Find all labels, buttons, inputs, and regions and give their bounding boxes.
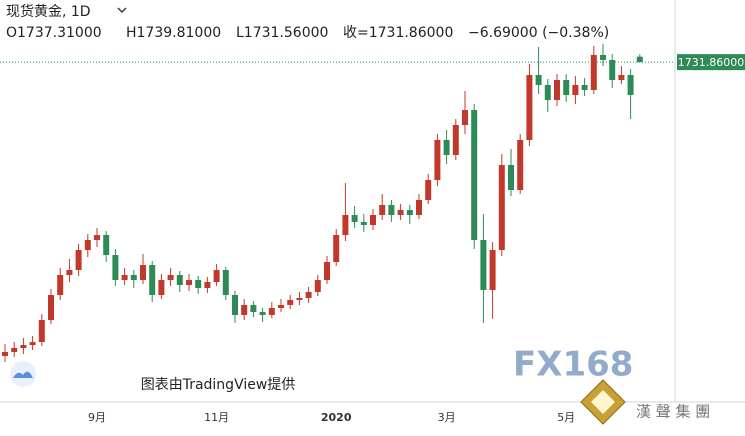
candle-body <box>259 312 266 315</box>
candle-body <box>517 140 524 190</box>
candle-body <box>554 80 560 100</box>
candle-body <box>379 205 386 215</box>
candle-body <box>250 305 257 312</box>
candle-body <box>287 300 294 305</box>
interval-dropdown[interactable] <box>117 7 127 13</box>
last-price-label: 1731.86000 <box>678 56 744 69</box>
candle-body <box>443 140 450 155</box>
candle-body <box>75 250 82 270</box>
candle-body <box>508 165 514 190</box>
tv-logo[interactable] <box>10 361 36 387</box>
candle-body <box>535 75 542 85</box>
logo-text: 漢 聲 集 團 <box>636 403 710 421</box>
candle-body <box>636 56 643 63</box>
candle-body <box>241 305 248 315</box>
candle-body <box>498 165 505 250</box>
candle-body <box>186 280 192 285</box>
candle-body <box>167 275 174 280</box>
candle-body <box>351 215 358 222</box>
x-tick-label: 9月 <box>88 411 106 424</box>
candle-body <box>388 205 395 215</box>
x-tick-label: 2020 <box>321 411 352 424</box>
candle-body <box>222 270 229 295</box>
candle-body <box>581 85 588 90</box>
candle-body <box>66 270 73 275</box>
candle-body <box>563 80 570 95</box>
ohlc-label: L1731.56000 <box>236 25 328 41</box>
candle-body <box>278 305 284 308</box>
candle-body <box>489 250 496 290</box>
candle-body <box>158 280 165 295</box>
ohlc-legend: O1737.31000 H1739.81000 L1731.56000 收=1731.… <box>6 25 609 41</box>
candle-body <box>627 75 634 95</box>
x-tick-label: 5月 <box>557 411 575 424</box>
candle-body <box>195 280 202 288</box>
candle-body <box>590 55 597 90</box>
candle-body <box>526 75 533 140</box>
source-note: 图表由TradingView提供 <box>141 377 296 393</box>
logo-inner <box>591 390 615 414</box>
candle-body <box>11 348 18 352</box>
candle-body <box>140 265 146 280</box>
x-tick-label: 3月 <box>438 411 456 424</box>
tv-logo-icon <box>13 371 33 378</box>
candle-body <box>29 342 36 345</box>
candle-body <box>204 282 211 288</box>
ohlc-label: 收=1731.86000 <box>343 25 453 41</box>
candle-body <box>342 215 349 235</box>
candle-body <box>314 280 321 292</box>
ohlc-label: −6.69000 (−0.38%) <box>468 25 609 41</box>
candle-body <box>232 295 238 315</box>
candle-body <box>20 345 27 348</box>
candle-body <box>48 295 54 320</box>
candle-body <box>2 352 8 356</box>
candle-body <box>149 265 156 295</box>
last-price-box <box>677 54 745 71</box>
candle-body <box>268 308 275 315</box>
candle-body <box>462 110 468 125</box>
chart-title: 现货黄金, 1D <box>6 3 91 20</box>
candle-body <box>324 262 330 280</box>
candle-body <box>333 235 340 262</box>
watermark: FX168 <box>513 345 633 385</box>
candle-body <box>305 292 312 298</box>
candle-body <box>38 320 45 342</box>
candle-body <box>121 275 128 280</box>
candle-body <box>434 140 441 180</box>
candle-body <box>480 240 487 290</box>
candle-body <box>471 110 478 240</box>
candle-body <box>103 235 110 255</box>
candle-body <box>600 55 606 60</box>
candle-body <box>544 85 551 100</box>
plot <box>0 44 675 362</box>
candle-body <box>130 275 137 280</box>
candle-body <box>112 255 119 280</box>
candle-body <box>572 85 579 95</box>
candle-body <box>618 75 625 80</box>
ohlc-label: O1737.31000 <box>6 25 102 41</box>
ohlc-label: H1739.81000 <box>126 25 221 41</box>
candle-body <box>94 235 100 240</box>
candle-body <box>296 298 303 300</box>
candle-body <box>609 60 616 80</box>
candle-body <box>360 222 367 225</box>
candle-body <box>452 125 459 155</box>
candle-body <box>57 275 64 295</box>
candle-body <box>397 210 404 215</box>
candle-body <box>425 180 432 200</box>
candle-body <box>213 270 220 282</box>
x-tick-label: 11月 <box>204 411 229 424</box>
candle-body <box>370 215 376 225</box>
candle-body <box>84 240 91 250</box>
candle-body <box>416 200 422 215</box>
candle-body <box>176 275 183 285</box>
candle-body <box>406 210 413 215</box>
